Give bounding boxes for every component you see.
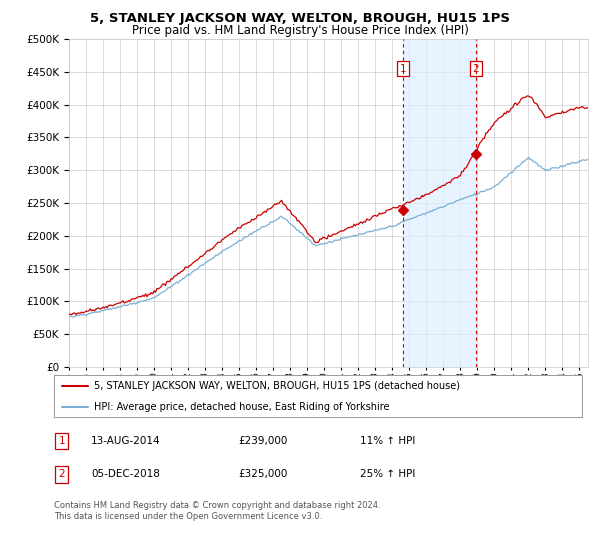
Text: HPI: Average price, detached house, East Riding of Yorkshire: HPI: Average price, detached house, East… (94, 402, 389, 412)
Text: 1: 1 (59, 436, 65, 446)
Text: 2: 2 (473, 64, 479, 74)
Text: 1: 1 (400, 64, 406, 74)
Text: 25% ↑ HPI: 25% ↑ HPI (360, 469, 416, 479)
Text: 05-DEC-2018: 05-DEC-2018 (91, 469, 160, 479)
Text: 2: 2 (59, 469, 65, 479)
Text: Contains HM Land Registry data © Crown copyright and database right 2024.
This d: Contains HM Land Registry data © Crown c… (54, 501, 380, 521)
Text: 5, STANLEY JACKSON WAY, WELTON, BROUGH, HU15 1PS: 5, STANLEY JACKSON WAY, WELTON, BROUGH, … (90, 12, 510, 25)
Text: 13-AUG-2014: 13-AUG-2014 (91, 436, 161, 446)
Text: £239,000: £239,000 (239, 436, 288, 446)
Text: 5, STANLEY JACKSON WAY, WELTON, BROUGH, HU15 1PS (detached house): 5, STANLEY JACKSON WAY, WELTON, BROUGH, … (94, 381, 460, 391)
Text: Price paid vs. HM Land Registry's House Price Index (HPI): Price paid vs. HM Land Registry's House … (131, 24, 469, 36)
Bar (403, 39, 476, 367)
Text: 11% ↑ HPI: 11% ↑ HPI (360, 436, 416, 446)
Text: £325,000: £325,000 (239, 469, 288, 479)
